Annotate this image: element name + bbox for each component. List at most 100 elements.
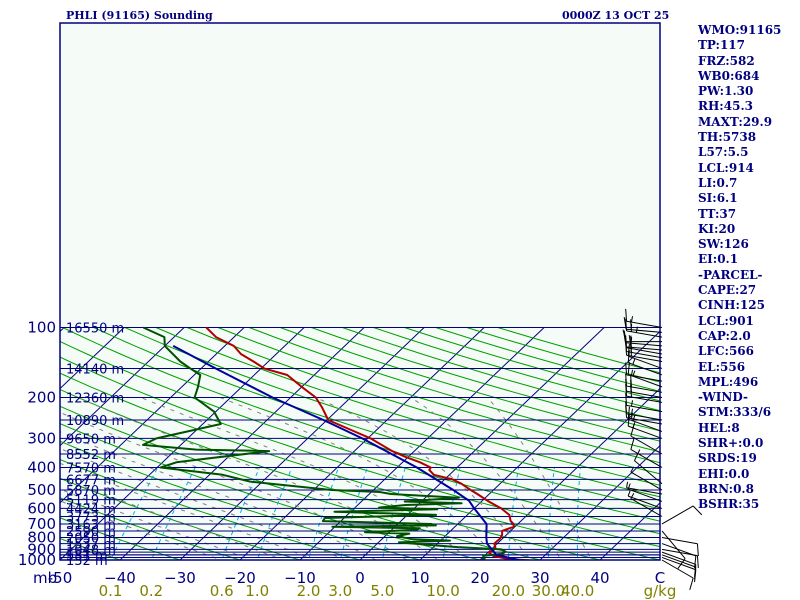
temperature-tick-label: −40 xyxy=(104,569,136,587)
wind-barb-feather xyxy=(625,308,628,322)
wind-barbs xyxy=(622,308,703,591)
profile-series xyxy=(142,326,540,560)
moist-adiabat-line xyxy=(60,411,408,560)
mixing-ratio-line xyxy=(109,467,159,560)
wind-barb-staff xyxy=(626,330,663,338)
moist-adiabat-line xyxy=(487,397,593,560)
mixing-ratio-label: 0.2 xyxy=(139,582,163,600)
moist-adiabat-line xyxy=(410,397,563,560)
wind-barb-staff xyxy=(630,471,663,491)
index-row: FRZ:582 xyxy=(698,53,755,68)
index-row: EL:556 xyxy=(698,359,746,374)
height-label: 14140 m xyxy=(66,362,124,377)
mixing-ratio-label: 0.6 xyxy=(210,582,234,600)
height-label: 16550 m xyxy=(66,322,124,337)
wind-barb xyxy=(661,551,697,577)
isotherm-line xyxy=(60,327,185,447)
moist-adiabat-lines xyxy=(60,397,593,560)
height-label: 10890 m xyxy=(66,414,124,429)
height-label: 2050 m xyxy=(66,531,116,546)
wind-barb xyxy=(623,316,663,333)
pressure-tick-label: 600 xyxy=(27,499,56,517)
moist-adiabat-line xyxy=(60,500,223,560)
wind-barb-feather xyxy=(689,577,694,591)
wind-barb-feather xyxy=(696,543,699,557)
wind-barb-half-feather xyxy=(635,326,638,333)
wind-barb-staff xyxy=(661,556,696,571)
wind-barb-staff xyxy=(626,395,663,403)
index-row: LCL:914 xyxy=(698,160,754,175)
mixing-ratio-line xyxy=(576,467,581,560)
dry-adiabat-line xyxy=(60,440,422,560)
height-label: 7570 m xyxy=(66,461,116,476)
wind-barb-staff xyxy=(661,559,694,579)
dry-adiabat-line xyxy=(60,537,122,560)
pressure-tick-label: 900 xyxy=(27,540,56,558)
index-row: CINH:125 xyxy=(698,298,765,313)
wind-barb-staff xyxy=(626,342,663,347)
wind-barb-half-feather xyxy=(630,369,634,376)
wind-barb xyxy=(627,490,663,509)
dry-adiabat-line xyxy=(60,356,660,548)
wind-barb-staff xyxy=(661,554,696,568)
mixing-ratio-label: 20.0 xyxy=(492,582,525,600)
dry-adiabat-line xyxy=(60,458,362,560)
height-label: 8552 m xyxy=(66,448,116,463)
mixing-ratio-label: 2.0 xyxy=(297,582,321,600)
index-row: CAPE:27 xyxy=(698,283,757,298)
isotherm-line xyxy=(119,327,365,560)
height-label: 132 m xyxy=(66,554,108,569)
wind-barb-staff xyxy=(661,530,686,559)
pressure-tick-label: 800 xyxy=(27,528,56,546)
mixing-ratio-line xyxy=(307,467,339,560)
dry-adiabat-line xyxy=(60,423,483,560)
dry-adiabat-line xyxy=(60,517,182,560)
dry-adiabat-line xyxy=(186,327,660,475)
temperature-tick-label: 10 xyxy=(410,569,429,587)
wind-barb-staff xyxy=(626,346,663,351)
wind-barb-staff xyxy=(626,354,663,362)
index-row: SI:6.1 xyxy=(698,191,738,206)
wind-barb xyxy=(625,401,663,421)
height-label: 6677 m xyxy=(66,473,116,488)
wind-barb-feather xyxy=(627,362,630,375)
index-row: L57:5.5 xyxy=(698,145,749,160)
valid-time: 0000Z 13 OCT 25 xyxy=(562,9,670,22)
pressure-tick-label: 700 xyxy=(27,515,56,533)
isotherm-line xyxy=(179,327,425,560)
wind-barb xyxy=(627,406,663,432)
wind-barb-staff xyxy=(634,460,663,485)
indices-panel: WMO:91165 TP:117 FRZ:582 WB0:684 PW:1.30 RH:4… xyxy=(698,23,798,513)
dry-adiabat-line xyxy=(62,327,660,522)
wind-barb-half-feather xyxy=(630,400,634,407)
wind-barb-staff xyxy=(626,390,663,398)
wind-barb-feather xyxy=(627,406,630,420)
wind-barb-feather xyxy=(622,329,627,342)
temperature-unit-label: C xyxy=(655,569,665,587)
moist-adiabat-line xyxy=(315,397,532,560)
wind-barb-staff xyxy=(628,488,663,502)
wind-barb xyxy=(627,343,663,369)
wind-barb-staff xyxy=(626,417,663,425)
wind-barb xyxy=(661,559,694,591)
wind-barb-half-feather xyxy=(630,323,633,330)
mixing-ratio-line xyxy=(256,467,293,560)
index-row: SHR+:0.0 xyxy=(698,436,764,451)
height-label: 5870 m xyxy=(66,484,116,499)
wind-barb-feather xyxy=(625,401,628,414)
wind-barb-feather xyxy=(625,373,628,387)
index-row: LCL:901 xyxy=(698,313,754,328)
mixing-ratio-label: 10.0 xyxy=(426,582,459,600)
mixing-ratio-label: 40.0 xyxy=(561,582,594,600)
mixing-ratio-label: 5.0 xyxy=(370,582,394,600)
temperature-line xyxy=(205,326,540,560)
wind-barb-staff xyxy=(626,487,663,495)
wind-barb-staff xyxy=(630,449,663,468)
index-row: TH:5738 xyxy=(698,130,757,145)
mixing-ratio-unit-label: g/kg xyxy=(644,582,677,600)
index-row: CAP:2.0 xyxy=(698,328,751,343)
wind-barb xyxy=(661,505,703,525)
isotherm-line xyxy=(0,328,4,565)
wind-barb-half-feather xyxy=(627,490,631,497)
isotherm-line xyxy=(419,330,660,560)
